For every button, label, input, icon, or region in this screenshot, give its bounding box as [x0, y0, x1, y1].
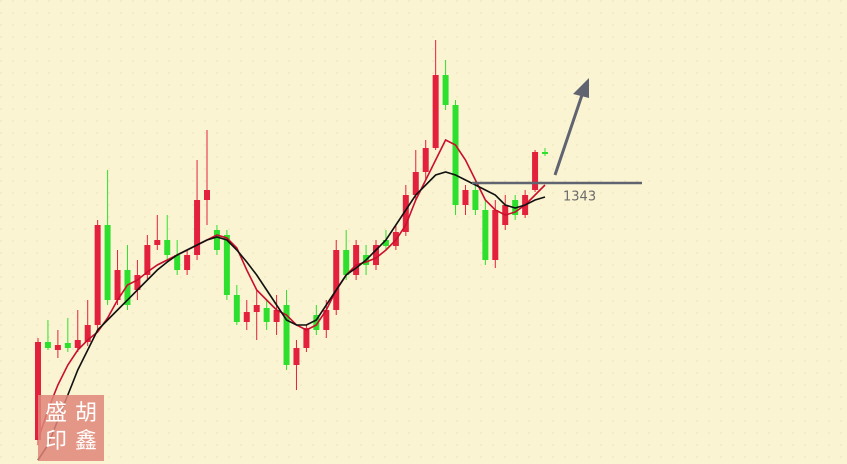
- candle-body: [74, 340, 81, 348]
- candle-body: [35, 342, 41, 440]
- candle-body: [412, 172, 419, 195]
- moving-average: [37, 171, 546, 461]
- candle-body: [432, 75, 439, 148]
- candle-body: [194, 200, 201, 255]
- candle-body: [472, 190, 479, 210]
- candle-body: [482, 210, 489, 260]
- candle-body: [134, 275, 141, 290]
- trend-arrow: [553, 91, 585, 176]
- candle-body: [223, 235, 230, 295]
- candle-body: [233, 295, 240, 322]
- candle-body: [243, 312, 250, 322]
- candle-body: [213, 230, 220, 250]
- candle-body: [44, 342, 51, 348]
- candle-body: [164, 240, 171, 255]
- candle-body: [124, 270, 131, 305]
- candle-body: [144, 245, 151, 275]
- candle-body: [313, 315, 320, 330]
- candle-body: [373, 245, 379, 265]
- candle-body: [452, 105, 459, 205]
- candle-body: [293, 348, 300, 365]
- seal-char: 印: [45, 429, 67, 454]
- seal-char: 盛: [45, 401, 67, 426]
- level-label: 1343: [563, 190, 596, 205]
- arrow-head: [573, 78, 589, 98]
- candle-body: [353, 245, 360, 275]
- candle-body: [333, 250, 340, 310]
- candle-body: [54, 345, 61, 350]
- candle-body: [154, 240, 161, 245]
- candle-body: [422, 148, 429, 172]
- candle-body: [263, 308, 270, 322]
- candle-body: [64, 343, 71, 348]
- candle-body: [532, 152, 539, 190]
- candle-body: [283, 305, 290, 365]
- candle-body: [114, 270, 121, 300]
- seal-char: 胡: [75, 401, 97, 426]
- candle-body: [174, 255, 181, 270]
- candle-body: [542, 152, 548, 154]
- candle-body: [323, 310, 330, 330]
- candle-body: [104, 225, 111, 300]
- candle-body: [462, 190, 469, 205]
- candle-body: [382, 240, 389, 246]
- candle-body: [273, 310, 280, 322]
- seal: 盛 胡 印 鑫: [38, 395, 104, 461]
- candle-body: [303, 328, 310, 348]
- candle-body: [402, 195, 409, 232]
- candle-body: [253, 305, 260, 312]
- plot-area: [35, 40, 548, 461]
- candle-body: [184, 255, 191, 270]
- seal-box: [38, 395, 104, 461]
- candle-body: [442, 75, 449, 105]
- candle-body: [492, 210, 499, 260]
- candle-body: [204, 190, 210, 200]
- moving-average: [37, 138, 546, 441]
- seal-char: 鑫: [75, 429, 97, 454]
- candle-body: [343, 250, 350, 275]
- candle-body: [94, 225, 101, 325]
- candle-body: [84, 325, 91, 342]
